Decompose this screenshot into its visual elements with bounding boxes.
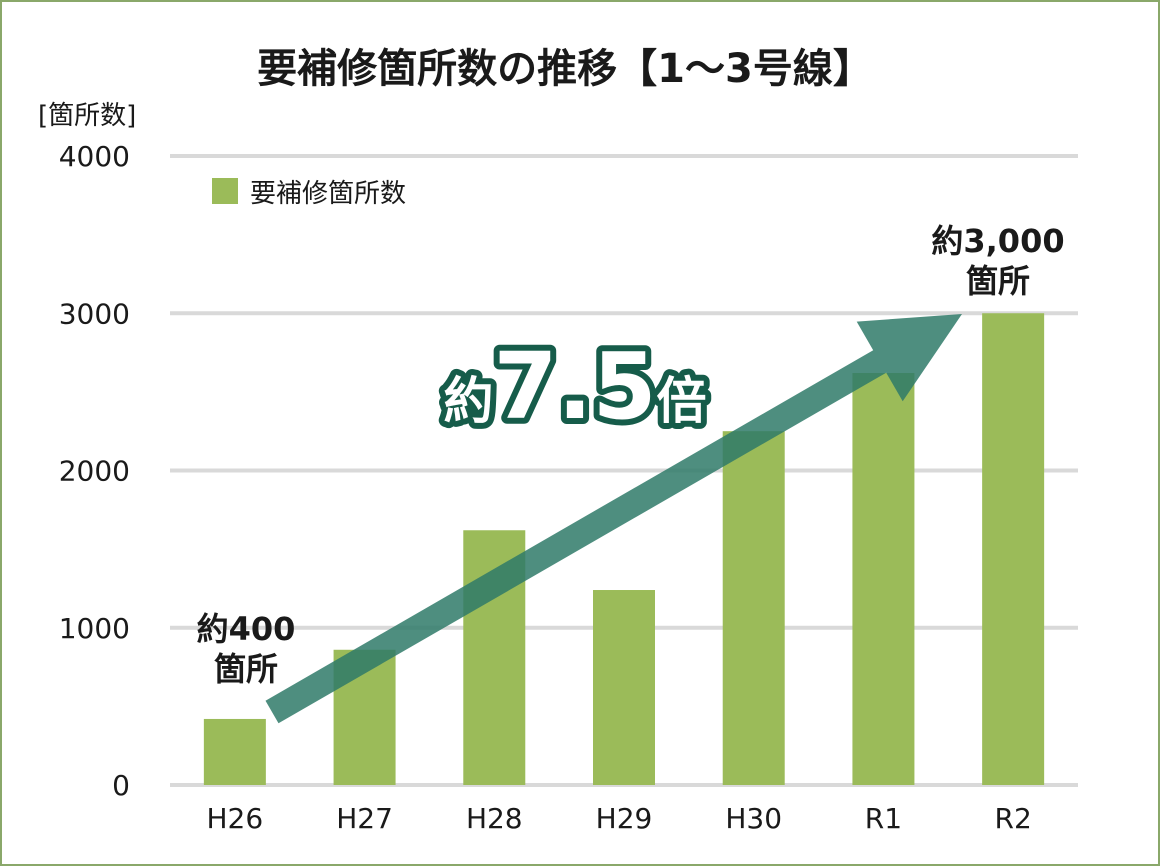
legend: 要補修箇所数 [212, 178, 406, 209]
end-annotation-unit: 箇所 [966, 262, 1030, 300]
bar [203, 718, 266, 785]
x-tick-label: H30 [725, 802, 782, 835]
chart-title: 要補修箇所数の推移【1～3号線】 [257, 46, 873, 92]
y-tick-label: 2000 [59, 455, 130, 488]
y-axis-unit-label: [箇所数] [38, 101, 136, 131]
x-axis-ticks: H26 H27 H28 H29 H30 R1 R2 [207, 802, 1032, 835]
y-tick-label: 4000 [59, 140, 130, 173]
x-tick-label: H28 [466, 802, 523, 835]
y-axis-ticks: 0 1000 2000 3000 4000 [59, 140, 130, 802]
bar [852, 373, 915, 785]
start-annotation-value: 約400 [197, 610, 296, 648]
growth-badge: 約7.5倍 [444, 333, 707, 440]
y-tick-label: 3000 [59, 297, 130, 330]
growth-badge-prefix: 約 [444, 372, 494, 430]
x-tick-label: R1 [865, 802, 902, 835]
bar [593, 590, 655, 785]
x-tick-label: R2 [995, 802, 1032, 835]
x-tick-label: H27 [336, 802, 393, 835]
growth-badge-suffix: 倍 [656, 372, 706, 430]
bar [982, 313, 1045, 785]
trend-arrow-shape [265, 314, 962, 724]
start-annotation-unit: 箇所 [214, 650, 278, 688]
bar [722, 431, 785, 785]
y-tick-label: 0 [112, 769, 130, 802]
legend-swatch [212, 178, 238, 204]
growth-badge-number: 7.5 [494, 333, 657, 440]
trend-arrow [265, 314, 962, 724]
y-tick-label: 1000 [59, 612, 130, 645]
x-tick-label: H29 [596, 802, 653, 835]
x-tick-label: H26 [207, 802, 264, 835]
legend-label: 要補修箇所数 [250, 179, 406, 209]
end-annotation-value: 約3,000 [931, 222, 1064, 260]
